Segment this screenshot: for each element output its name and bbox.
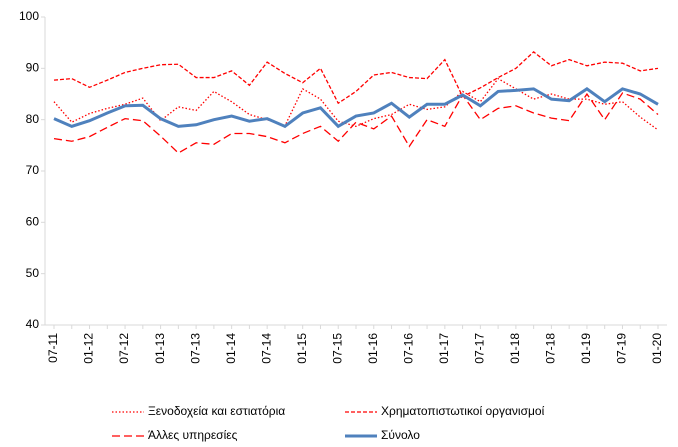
x-tick-label: 01-15 [295,333,309,364]
y-tick-label: 80 [26,112,40,126]
legend-label: Σύνολο [381,428,420,442]
y-tick-label: 50 [26,266,40,280]
x-tick-label: 07-12 [117,333,131,364]
x-tick-label: 07-17 [473,333,487,364]
x-tick-label: 01-13 [153,333,167,364]
x-tick-label: 01-17 [437,333,451,364]
x-tick-label: 07-11 [46,333,60,363]
y-tick-label: 60 [26,215,40,229]
y-tick-label: 100 [19,9,39,23]
x-tick-label: 01-16 [366,333,380,364]
x-tick-label: 01-14 [224,333,238,364]
line-series [53,77,659,131]
y-tick-label: 90 [26,61,40,75]
line-series [53,51,659,105]
x-tick-label: 01-18 [508,333,522,364]
legend-label: Άλλες υπηρεσίες [148,428,238,442]
x-tick-label: 07-16 [401,333,415,364]
y-tick-label: 40 [26,317,40,331]
line-series [53,87,659,129]
x-tick-label: 07-18 [544,333,558,364]
x-tick-label: 07-15 [330,333,344,364]
legend-label: Ξενοδοχεία και εστιατόρια [148,404,285,418]
line-series [53,92,659,154]
x-tick-label: 01-12 [82,333,96,364]
y-tick-label: 70 [26,163,40,177]
x-tick-label: 01-19 [579,333,593,364]
x-tick-label: 01-20 [650,333,664,364]
x-tick-label: 07-19 [615,333,629,364]
x-tick-label: 07-13 [188,333,202,364]
x-tick-label: 07-14 [259,333,273,364]
legend-label: Χρηματοπιστωτικοί οργανισμοί [381,404,545,418]
